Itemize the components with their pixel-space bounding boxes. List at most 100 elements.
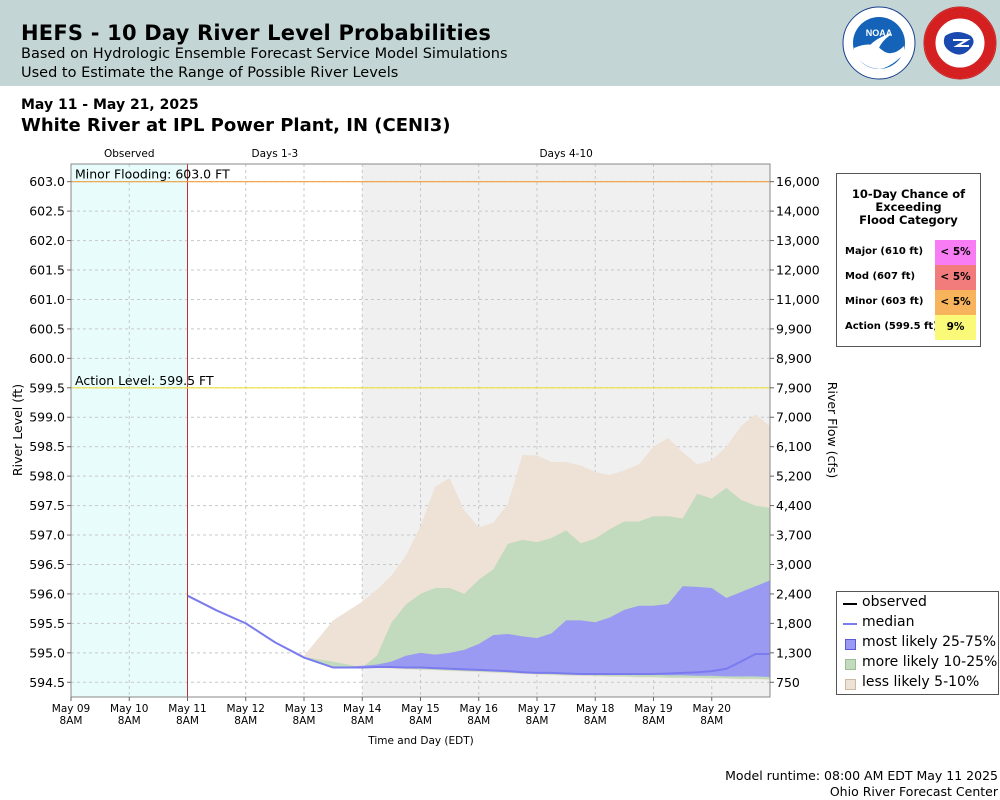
legend-swatch-observed (843, 603, 857, 605)
flood-row-major: Major (610 ft) < 5% (837, 240, 980, 265)
x-tick-time: 8AM (176, 715, 199, 727)
flow-tick-label: 3,000 (776, 557, 812, 572)
legend-item-more-likely: more likely 10-25% (841, 653, 999, 673)
x-tick-time: 8AM (293, 715, 316, 727)
legend-item-most-likely: most likely 25-75% (841, 633, 999, 653)
y-tick-label: 600.5 (29, 321, 65, 336)
period-label: Observed (104, 148, 155, 160)
flood-row-label: Action (599.5 ft) (845, 321, 938, 332)
x-tick-day: May 11 (168, 703, 206, 715)
page-subtitle-2: Used to Estimate the Range of Possible R… (21, 65, 399, 81)
y-tick-label: 595.5 (29, 616, 65, 631)
flow-tick-label: 3,700 (776, 528, 812, 543)
legend-label: more likely 10-25% (862, 654, 998, 670)
x-tick-time: 8AM (584, 715, 607, 727)
legend-swatch-median (843, 623, 857, 625)
page-subtitle-1: Based on Hydrologic Ensemble Forecast Se… (21, 46, 508, 62)
flow-tick-label: 4,400 (776, 498, 812, 513)
flow-tick-label: 6,100 (776, 439, 812, 454)
x-tick-time: 8AM (642, 715, 665, 727)
x-tick-day: May 13 (285, 703, 323, 715)
flood-table-title-line3: Flood Category (859, 213, 958, 227)
y-tick-label: 597.5 (29, 498, 65, 513)
legend-swatch-more-likely (845, 659, 856, 670)
x-tick-time: 8AM (467, 715, 490, 727)
x-tick-day: May 17 (518, 703, 556, 715)
x-tick-time: 8AM (118, 715, 141, 727)
flow-tick-label: 9,900 (776, 321, 812, 336)
forecast-center: Ohio River Forecast Center (829, 784, 998, 799)
period-label: Days 4-10 (539, 148, 592, 160)
y-tick-label: 601.5 (29, 263, 65, 278)
flood-row-minor: Minor (603 ft) < 5% (837, 290, 980, 315)
y-tick-label: 598.0 (29, 469, 65, 484)
legend-label: less likely 5-10% (862, 674, 980, 690)
y-tick-label: 599.5 (29, 380, 65, 395)
noaa-logo: NOAA (842, 6, 916, 80)
y-tick-label: 598.5 (29, 439, 65, 454)
x-tick-day: May 20 (693, 703, 731, 715)
flow-tick-label: 8,900 (776, 351, 812, 366)
band-most-likely-25-75 (187, 580, 770, 677)
flood-category-table: 10-Day Chance of Exceeding Flood Categor… (836, 173, 981, 347)
noaa-logo-text: NOAA (866, 28, 893, 38)
flood-row-value: < 5% (935, 240, 976, 265)
flood-table-title-line2: Exceeding (875, 200, 942, 214)
x-tick-day: May 14 (343, 703, 382, 715)
action-level-label: Action Level: 599.5 FT (75, 373, 214, 388)
y-tick-label: 596.0 (29, 586, 65, 601)
flow-tick-label: 5,200 (776, 469, 812, 484)
flow-tick-label: 14,000 (776, 204, 820, 219)
x-tick-time: 8AM (409, 715, 432, 727)
x-tick-time: 8AM (526, 715, 549, 727)
period-shade (187, 164, 363, 697)
x-tick-day: May 09 (52, 703, 90, 715)
legend-label: most likely 25-75% (862, 634, 997, 650)
x-tick-time: 8AM (351, 715, 374, 727)
legend-item-observed: observed (841, 593, 999, 613)
flood-row-label: Minor (603 ft) (845, 296, 924, 307)
flow-tick-label: 7,000 (776, 410, 812, 425)
legend-label: observed (862, 594, 927, 610)
x-tick-day: May 10 (110, 703, 148, 715)
flow-tick-label: 1,800 (776, 616, 812, 631)
x-tick-time: 8AM (234, 715, 257, 727)
y-tick-label: 601.0 (29, 292, 65, 307)
x-tick-day: May 15 (401, 703, 439, 715)
y-tick-label: 603.0 (29, 174, 65, 189)
x-tick-day: May 12 (227, 703, 265, 715)
y-tick-label: 596.5 (29, 557, 65, 572)
flood-row-value: < 5% (935, 265, 976, 290)
date-range: May 11 - May 21, 2025 (21, 97, 199, 113)
legend-swatch-less-likely (845, 679, 856, 690)
flood-table-title: 10-Day Chance of Exceeding Flood Categor… (837, 188, 980, 227)
y-tick-label: 600.0 (29, 351, 65, 366)
median-line (187, 594, 770, 676)
flood-row-label: Major (610 ft) (845, 246, 924, 257)
model-runtime: Model runtime: 08:00 AM EDT May 11 2025 (725, 768, 998, 783)
y-tick-label: 602.0 (29, 233, 65, 248)
flow-tick-label: 1,300 (776, 645, 812, 660)
flood-row-value: < 5% (935, 290, 976, 315)
station-title: White River at IPL Power Plant, IN (CENI… (21, 115, 451, 136)
legend-item-median: median (841, 613, 999, 633)
period-label: Days 1-3 (252, 148, 299, 160)
flood-row-action: Action (599.5 ft) 9% (837, 315, 980, 340)
x-tick-time: 8AM (700, 715, 723, 727)
flood-row-value: 9% (935, 315, 976, 340)
flow-tick-label: 11,000 (776, 292, 820, 307)
flood-table-title-line1: 10-Day Chance of (851, 187, 966, 201)
flow-tick-label: 13,000 (776, 233, 820, 248)
chart-legend: observed median most likely 25-75% more … (836, 591, 999, 695)
flood-row-label: Mod (607 ft) (845, 271, 916, 282)
legend-label: median (862, 614, 915, 630)
x-tick-day: May 18 (576, 703, 614, 715)
legend-item-less-likely: less likely 5-10% (841, 673, 999, 693)
y-tick-label: 602.5 (29, 204, 65, 219)
x-tick-time: 8AM (60, 715, 83, 727)
nws-logo (923, 6, 997, 80)
header-banner: HEFS - 10 Day River Level Probabilities … (0, 0, 1000, 86)
x-axis-title: Time and Day (EDT) (367, 735, 474, 747)
flow-tick-label: 750 (776, 675, 800, 690)
